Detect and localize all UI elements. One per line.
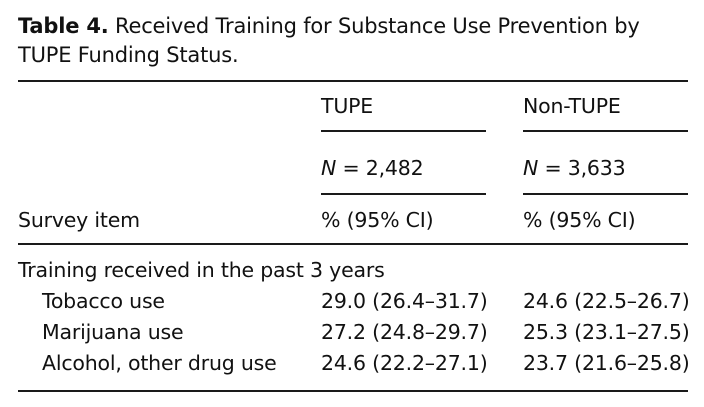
row-value-tupe: 24.6 (22.2–27.1) — [321, 351, 488, 375]
non-tupe-n-rule — [523, 193, 688, 195]
table-label: Table 4. — [18, 14, 109, 38]
table-caption: Table 4. Received Training for Substance… — [18, 12, 688, 70]
bottom-rule — [18, 390, 688, 392]
tupe-n-rule — [321, 193, 486, 195]
tupe-n-symbol: N — [321, 156, 337, 180]
tupe-spanner-rule — [321, 130, 486, 132]
row-value-non-tupe: 25.3 (23.1–27.5) — [523, 320, 690, 344]
non-tupe-n: N = 3,633 — [523, 155, 626, 181]
row-value-non-tupe: 24.6 (22.5–26.7) — [523, 289, 690, 313]
row-label: Alcohol, other drug use — [42, 351, 277, 375]
table-title: Received Training for Substance Use Prev… — [18, 14, 640, 67]
row-label: Marijuana use — [42, 320, 184, 344]
tupe-n: N = 2,482 — [321, 155, 424, 181]
non-tupe-stat-header: % (95% CI) — [523, 208, 636, 232]
top-rule — [18, 80, 688, 82]
tupe-n-value: = 2,482 — [342, 156, 424, 180]
header-bottom-rule — [18, 243, 688, 245]
column-header-tupe: TUPE — [321, 94, 374, 118]
row-header-survey-item: Survey item — [18, 208, 140, 232]
row-label: Tobacco use — [42, 289, 165, 313]
tupe-stat-header: % (95% CI) — [321, 208, 434, 232]
row-value-tupe: 29.0 (26.4–31.7) — [321, 289, 488, 313]
row-value-non-tupe: 23.7 (21.6–25.8) — [523, 351, 690, 375]
non-tupe-n-value: = 3,633 — [544, 156, 626, 180]
row-value-tupe: 27.2 (24.8–29.7) — [321, 320, 488, 344]
non-tupe-n-symbol: N — [523, 156, 539, 180]
column-header-non-tupe: Non-TUPE — [523, 94, 621, 118]
non-tupe-spanner-rule — [523, 130, 688, 132]
section-title: Training received in the past 3 years — [18, 258, 385, 282]
